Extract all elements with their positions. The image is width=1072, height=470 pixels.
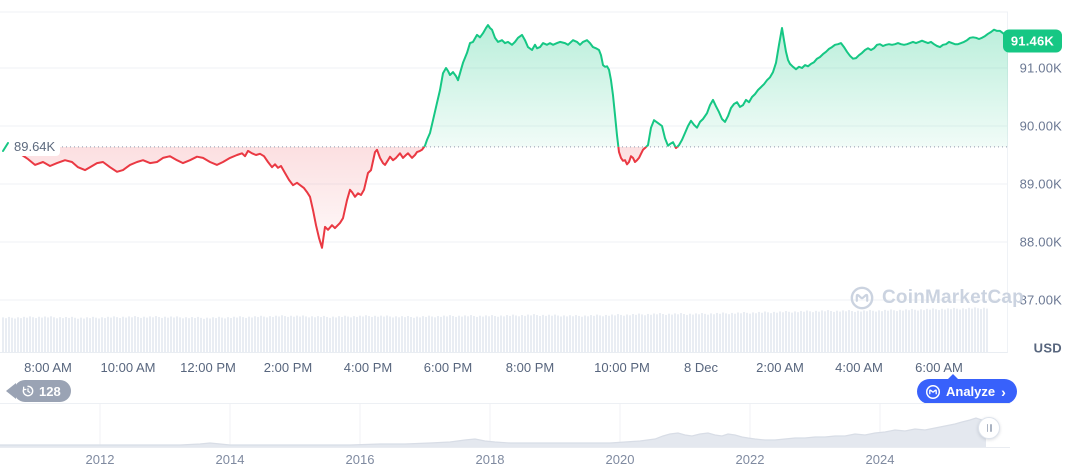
time-axis-tick: 8:00 AM [24, 360, 72, 375]
time-axis-tick: 12:00 PM [180, 360, 236, 375]
threshold-start-tick-icon [2, 142, 9, 152]
handle-grip-icon [986, 424, 988, 432]
time-axis-tick: 4:00 AM [835, 360, 883, 375]
price-axis-tick: 87.00K [1019, 292, 1062, 308]
history-clock-icon [22, 385, 34, 397]
time-axis-tick: 6:00 PM [423, 360, 473, 375]
currency-label: USD [1033, 340, 1062, 356]
time-axis-tick: 2:00 PM [263, 360, 313, 375]
analyze-button[interactable]: Analyze › [917, 374, 1017, 404]
timeline-year-tick: 2016 [345, 452, 375, 467]
time-axis-tick: 6:00 AM [915, 360, 963, 375]
timeline-year-tick: 2020 [605, 452, 635, 467]
timeline-mini-chart[interactable] [0, 403, 1010, 449]
time-axis-tick: 8:00 PM [505, 360, 555, 375]
handle-grip-icon [990, 424, 992, 432]
price-axis-tick: 90.00K [1019, 118, 1062, 134]
timeline-year-tick: 2024 [865, 452, 895, 467]
price-axis-tick: 91.00K [1019, 60, 1062, 76]
timeline-year-tick: 2012 [85, 452, 115, 467]
analyze-label: Analyze [946, 384, 996, 399]
current-price-badge: 91.46K [1002, 29, 1062, 53]
analyze-cmc-logo-icon [926, 384, 940, 399]
price-line-chart[interactable] [0, 0, 1008, 354]
price-axis-tick: 89.00K [1019, 176, 1062, 192]
time-axis-tick: 2:00 AM [756, 360, 804, 375]
time-axis-tick: 8 Dec [684, 360, 718, 375]
chevron-right-icon: › [1001, 383, 1006, 400]
price-axis-tick: 88.00K [1019, 234, 1062, 250]
history-count: 128 [39, 383, 61, 399]
time-axis-tick: 10:00 PM [594, 360, 650, 375]
threshold-price-label: 89.64K [12, 138, 61, 156]
timeline-range-handle[interactable] [978, 417, 1000, 439]
timeline-year-tick: 2022 [735, 452, 765, 467]
time-axis-tick: 10:00 AM [100, 360, 156, 375]
timeline-year-tick: 2018 [475, 452, 505, 467]
history-count-badge[interactable]: 128 [14, 380, 71, 402]
time-axis-tick: 4:00 PM [343, 360, 393, 375]
timeline-year-tick: 2014 [215, 452, 245, 467]
